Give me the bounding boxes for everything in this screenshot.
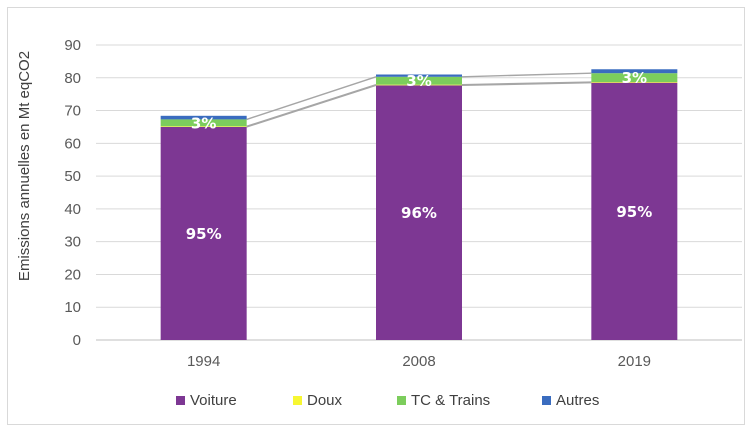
y-tick-label: 70 [64, 103, 81, 120]
bar-doux [160, 126, 247, 127]
series-line-tc-trains [246, 76, 377, 121]
bar-autres [591, 69, 678, 74]
legend-label: Doux [307, 392, 343, 409]
legend-swatch [293, 396, 302, 405]
legend-label: TC & Trains [411, 392, 490, 409]
legend: Voiture Doux TC & Trains Autres [176, 392, 599, 409]
bar-voiture [591, 82, 678, 340]
x-axis-ticks: 1994 2008 2019 [187, 353, 651, 370]
y-tick-label: 40 [64, 201, 81, 218]
data-labels: 95% 96% 95% 3% 3% 3% [186, 69, 653, 243]
y-tick-label: 80 [64, 70, 81, 87]
data-label: 95% [616, 203, 652, 221]
x-tick-label: 1994 [187, 353, 220, 370]
y-tick-label: 0 [73, 332, 81, 349]
y-axis-ticks: 0 10 20 30 40 50 60 70 80 90 [64, 37, 81, 349]
bar-doux [376, 84, 462, 86]
bar-autres [376, 74, 462, 77]
y-tick-label: 50 [64, 168, 81, 185]
bar-tc-trains [376, 76, 462, 85]
x-tick-label: 2008 [402, 353, 435, 370]
y-tick-label: 90 [64, 37, 81, 54]
y-tick-label: 30 [64, 234, 81, 251]
legend-label: Voiture [190, 392, 237, 409]
bar-tc-trains [591, 73, 678, 83]
series-line-doux [461, 81, 592, 86]
y-tick-label: 60 [64, 135, 81, 152]
series-line-tc-trains [461, 72, 592, 78]
bar-voiture [376, 85, 462, 340]
series-lines [246, 72, 592, 128]
data-label: 3% [622, 69, 647, 87]
x-tick-label: 2019 [618, 353, 651, 370]
data-label: 95% [186, 225, 222, 243]
bar-tc-trains [160, 119, 247, 127]
data-label: 96% [401, 204, 437, 222]
legend-swatch [397, 396, 406, 405]
bars [160, 69, 678, 340]
y-axis-label: Emissions annuelles en Mt eqCO2 [16, 51, 33, 281]
y-tick-label: 20 [64, 266, 81, 283]
data-label: 3% [406, 72, 431, 90]
bar-doux [591, 82, 678, 83]
legend-label: Autres [556, 392, 599, 409]
series-line-doux [246, 83, 377, 127]
data-label: 3% [191, 114, 216, 132]
y-tick-label: 10 [64, 299, 81, 316]
bar-voiture [160, 126, 247, 340]
legend-swatch [542, 396, 551, 405]
legend-swatch [176, 396, 185, 405]
bar-autres [160, 115, 247, 120]
